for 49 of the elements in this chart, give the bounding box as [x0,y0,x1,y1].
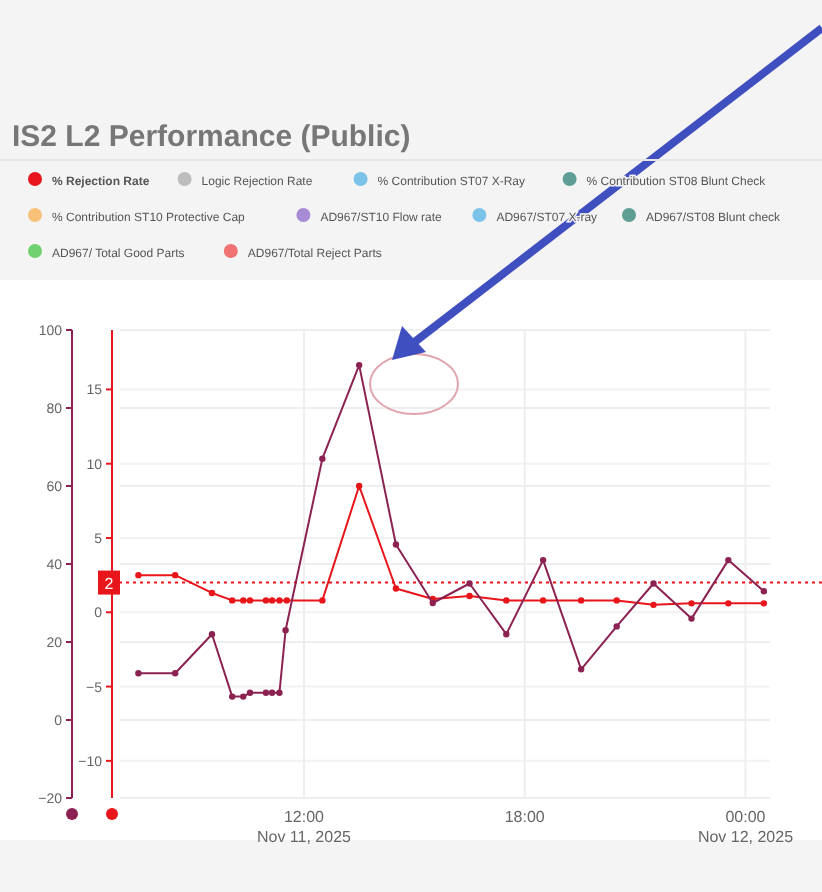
point [392,585,400,592]
point [725,556,732,564]
point [355,361,363,369]
point [392,541,400,548]
point [268,689,276,696]
point [503,597,510,604]
point [240,597,247,604]
point [276,689,283,696]
point [613,597,620,604]
point [688,600,695,607]
point [539,597,547,604]
point [650,601,657,609]
ref-line-label: 2 [104,574,115,593]
point [262,689,270,696]
point [283,597,290,604]
point [577,597,585,604]
point [171,571,179,579]
chart-title: IS2 L2 Performance (Public) [12,120,411,154]
point [276,597,283,604]
point [282,627,289,634]
x-tick-label: 12:00 Nov 11, 2025 [256,808,353,846]
point [246,597,254,604]
point [135,571,142,579]
point [229,693,236,700]
point [760,600,768,607]
point [503,631,510,638]
point [171,670,179,677]
point [725,600,732,607]
x-tick-label: 18:00 [504,808,546,826]
point [539,556,547,564]
point [240,693,247,700]
point [135,670,142,677]
point [208,631,216,638]
point [355,482,363,490]
point [613,623,620,630]
point [246,689,254,696]
point [466,580,473,587]
point [319,597,326,604]
point [262,597,270,604]
point [650,580,657,587]
point [688,615,695,622]
x-tick-label: 00:00 Nov 12, 2025 [697,808,795,846]
point [760,588,768,595]
point [208,589,216,597]
point [319,455,326,462]
point [268,597,276,604]
point [466,592,473,600]
point [229,597,236,604]
point [577,666,585,673]
